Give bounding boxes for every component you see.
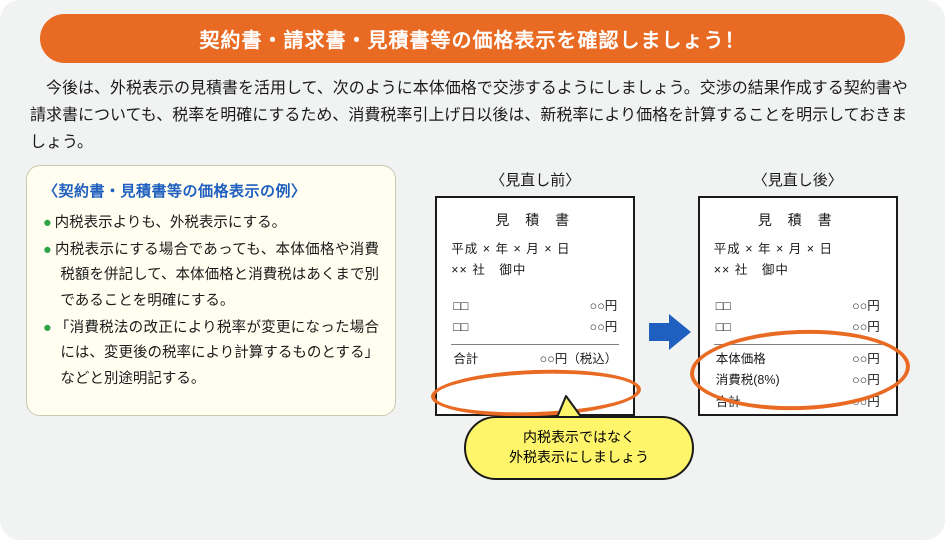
before-doc: 見 積 書 平成 × 年 × 月 × 日 ×× 社 御中 □□ ○○円 □□ ○○円…	[435, 196, 635, 416]
doc-items: □□ ○○円 □□ ○○円 本体価格 ○○円 消費税(8%) ○○円 合計 ○○円	[714, 296, 882, 413]
page-card: 契約書・請求書・見積書等の価格表示を確認しましょう！ 今後は、外税表示の見積書を…	[0, 0, 945, 540]
banner-heading: 契約書・請求書・見積書等の価格表示を確認しましょう！	[40, 14, 905, 63]
doc-addressee: ×× 社 御中	[714, 259, 882, 278]
callout: 内税表示ではなく 外税表示にしましょう	[464, 416, 694, 479]
doc-date: 平成 × 年 × 月 × 日	[714, 238, 882, 257]
highlight-ring-icon	[431, 366, 642, 419]
divider	[714, 344, 882, 345]
before-label: 〈見直し前〉	[490, 169, 580, 190]
bullet-item: 「消費税法の改正により税率が変更になった場合には、変更後の税率により計算するもの…	[43, 316, 379, 392]
tax-label: 消費税(8%)	[716, 370, 780, 391]
doc-title: 見 積 書	[714, 210, 882, 230]
diagram-area: 〈見直し前〉 見 積 書 平成 × 年 × 月 × 日 ×× 社 御中 □□ ○○…	[414, 165, 919, 416]
before-panel: 〈見直し前〉 見 積 書 平成 × 年 × 月 × 日 ×× 社 御中 □□ ○○…	[414, 169, 657, 416]
callout-bubble: 内税表示ではなく 外税表示にしましょう	[464, 416, 694, 479]
total-label: 合計	[453, 349, 478, 370]
example-box: 〈契約書・見積書等の価格表示の例〉 内税表示よりも、外税表示にする。 内税表示に…	[26, 165, 396, 416]
item-name: □□	[453, 317, 468, 338]
doc-title: 見 積 書	[451, 210, 619, 230]
item-name: □□	[716, 296, 731, 317]
total-value: ○○円	[852, 392, 880, 413]
item-price: ○○円	[852, 317, 880, 338]
item-price: ○○円	[590, 296, 618, 317]
doc-date: 平成 × 年 × 月 × 日	[451, 238, 619, 257]
bullet-item: 内税表示よりも、外税表示にする。	[43, 211, 379, 236]
divider	[451, 344, 619, 345]
tax-value: ○○円	[852, 370, 880, 391]
item-name: □□	[716, 317, 731, 338]
bullet-list: 内税表示よりも、外税表示にする。 内税表示にする場合であっても、本体価格や消費税…	[43, 211, 379, 393]
total-value: ○○円（税込）	[540, 349, 618, 370]
doc-addressee: ×× 社 御中	[451, 259, 619, 278]
doc-items: □□ ○○円 □□ ○○円 合計 ○○円（税込）	[451, 296, 619, 371]
after-label: 〈見直し後〉	[753, 169, 843, 190]
bullet-item: 内税表示にする場合であっても、本体価格や消費税額を併記して、本体価格と消費税はあ…	[43, 238, 379, 314]
item-name: □□	[453, 296, 468, 317]
callout-line1: 内税表示ではなく	[523, 429, 635, 445]
subtotal-label: 本体価格	[716, 349, 766, 370]
intro-paragraph: 今後は、外税表示の見積書を活用して、次のように本体価格で交渉するようにしましょう…	[22, 75, 923, 165]
callout-line2: 外税表示にしましょう	[509, 449, 649, 465]
item-price: ○○円	[590, 317, 618, 338]
after-panel: 〈見直し後〉 見 積 書 平成 × 年 × 月 × 日 ×× 社 御中 □□ ○○…	[677, 169, 920, 416]
subtotal-value: ○○円	[852, 349, 880, 370]
item-price: ○○円	[852, 296, 880, 317]
lower-section: 〈契約書・見積書等の価格表示の例〉 内税表示よりも、外税表示にする。 内税表示に…	[22, 165, 923, 416]
example-title: 〈契約書・見積書等の価格表示の例〉	[43, 180, 379, 201]
total-label: 合計	[716, 392, 741, 413]
after-doc: 見 積 書 平成 × 年 × 月 × 日 ×× 社 御中 □□ ○○円 □□ ○○円…	[698, 196, 898, 416]
